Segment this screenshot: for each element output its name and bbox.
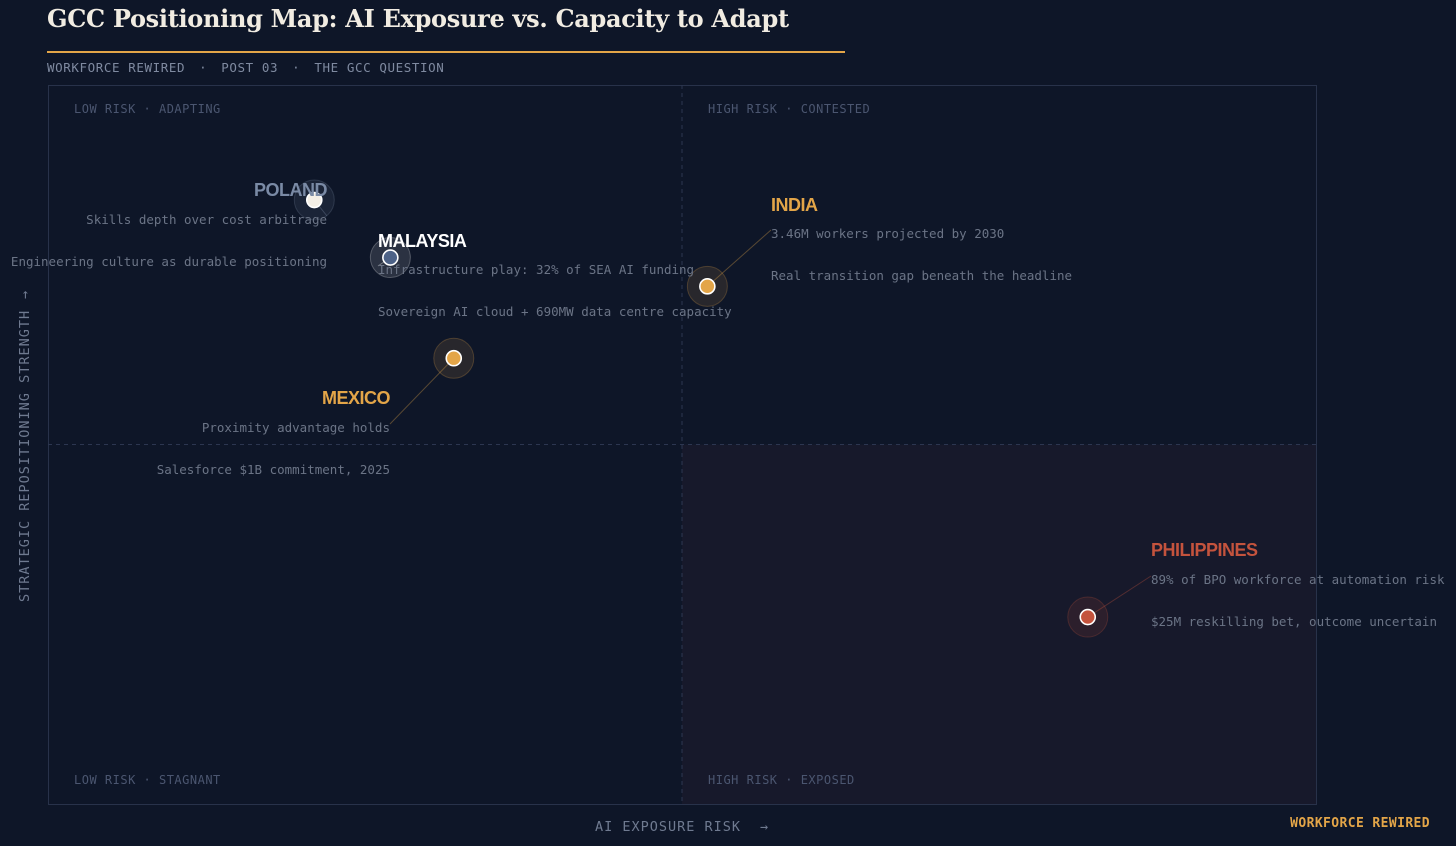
leader-line-philippines — [1087, 575, 1152, 618]
country-label-mexico: MEXICO — [322, 388, 391, 408]
quadrant-labels: LOW RISK · ADAPTING HIGH RISK · CONTESTED… — [74, 102, 870, 787]
x-axis-label: AI EXPOSURE RISK — [595, 819, 741, 835]
subtitle-separator: · — [199, 60, 208, 75]
subtitle-post: POST 03 — [221, 60, 279, 75]
exposed-quadrant-shade — [682, 444, 1316, 804]
annotation-poland-1: Skills depth over cost arbitrage — [86, 212, 327, 227]
annotation-poland-2: Engineering culture as durable positioni… — [11, 254, 327, 269]
subtitle-separator: · — [292, 60, 301, 75]
subtitle-series: WORKFORCE REWIRED — [47, 60, 186, 75]
point-philippines — [1079, 608, 1097, 626]
x-axis-title: AI EXPOSURE RISK → — [595, 819, 769, 835]
annotation-mexico-2: Salesforce $1B commitment, 2025 — [157, 462, 390, 477]
point-india — [699, 278, 716, 295]
country-label-philippines: PHILIPPINES — [1151, 540, 1258, 560]
y-axis-label: STRATEGIC REPOSITIONING STRENGTH — [17, 310, 33, 602]
quadrant-label-bottom-left: LOW RISK · STAGNANT — [74, 773, 221, 787]
brand-mark: WORKFORCE REWIRED — [1290, 816, 1430, 831]
y-axis-arrow: → — [17, 290, 33, 299]
country-label-india: INDIA — [771, 195, 818, 215]
x-axis-arrow: → — [760, 819, 769, 835]
country-label-poland: POLAND — [254, 180, 328, 200]
y-axis-title: STRATEGIC REPOSITIONING STRENGTH → — [17, 290, 33, 602]
data-points — [293, 179, 1109, 638]
leader-line-mexico — [389, 357, 455, 425]
annotation-mexico-1: Proximity advantage holds — [202, 420, 390, 435]
page-title: GCC Positioning Map: AI Exposure vs. Cap… — [47, 4, 789, 33]
subtitle-topic: THE GCC QUESTION — [314, 60, 445, 75]
quadrant-label-top-right: HIGH RISK · CONTESTED — [708, 102, 870, 116]
annotation-philippines-1: 89% of BPO workforce at automation risk — [1151, 572, 1445, 587]
country-label-malaysia: MALAYSIA — [378, 231, 467, 251]
point-mexico — [445, 349, 463, 367]
annotation-malaysia-1: Infrastructure play: 32% of SEA AI fundi… — [378, 262, 694, 277]
point-labels: POLAND Skills depth over cost arbitrage En… — [11, 180, 1445, 629]
annotation-india-2: Real transition gap beneath the headline — [771, 268, 1072, 283]
title-underline — [47, 51, 845, 53]
annotation-philippines-2: $25M reskilling bet, outcome uncertain — [1151, 614, 1437, 629]
annotation-malaysia-2: Sovereign AI cloud + 690MW data centre c… — [378, 304, 732, 319]
quadrant-label-top-left: LOW RISK · ADAPTING — [74, 102, 221, 116]
point-malaysia — [382, 249, 399, 266]
point-poland — [305, 191, 323, 209]
quadrant-label-bottom-right: HIGH RISK · EXPOSED — [708, 773, 855, 787]
subtitle: WORKFORCE REWIRED · POST 03 · THE GCC QUESTI… — [47, 60, 444, 75]
annotation-india-1: 3.46M workers projected by 2030 — [771, 226, 1004, 241]
leader-line-india — [707, 229, 772, 287]
leader-lines — [313, 199, 1152, 618]
